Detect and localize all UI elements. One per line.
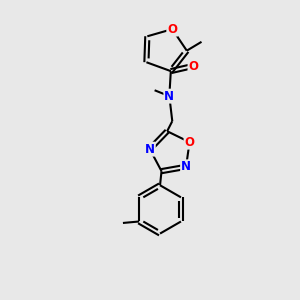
Text: O: O (188, 60, 199, 73)
Text: O: O (184, 136, 194, 148)
Text: N: N (164, 90, 174, 103)
Text: N: N (181, 160, 191, 173)
Text: O: O (167, 22, 177, 36)
Text: N: N (145, 142, 155, 156)
